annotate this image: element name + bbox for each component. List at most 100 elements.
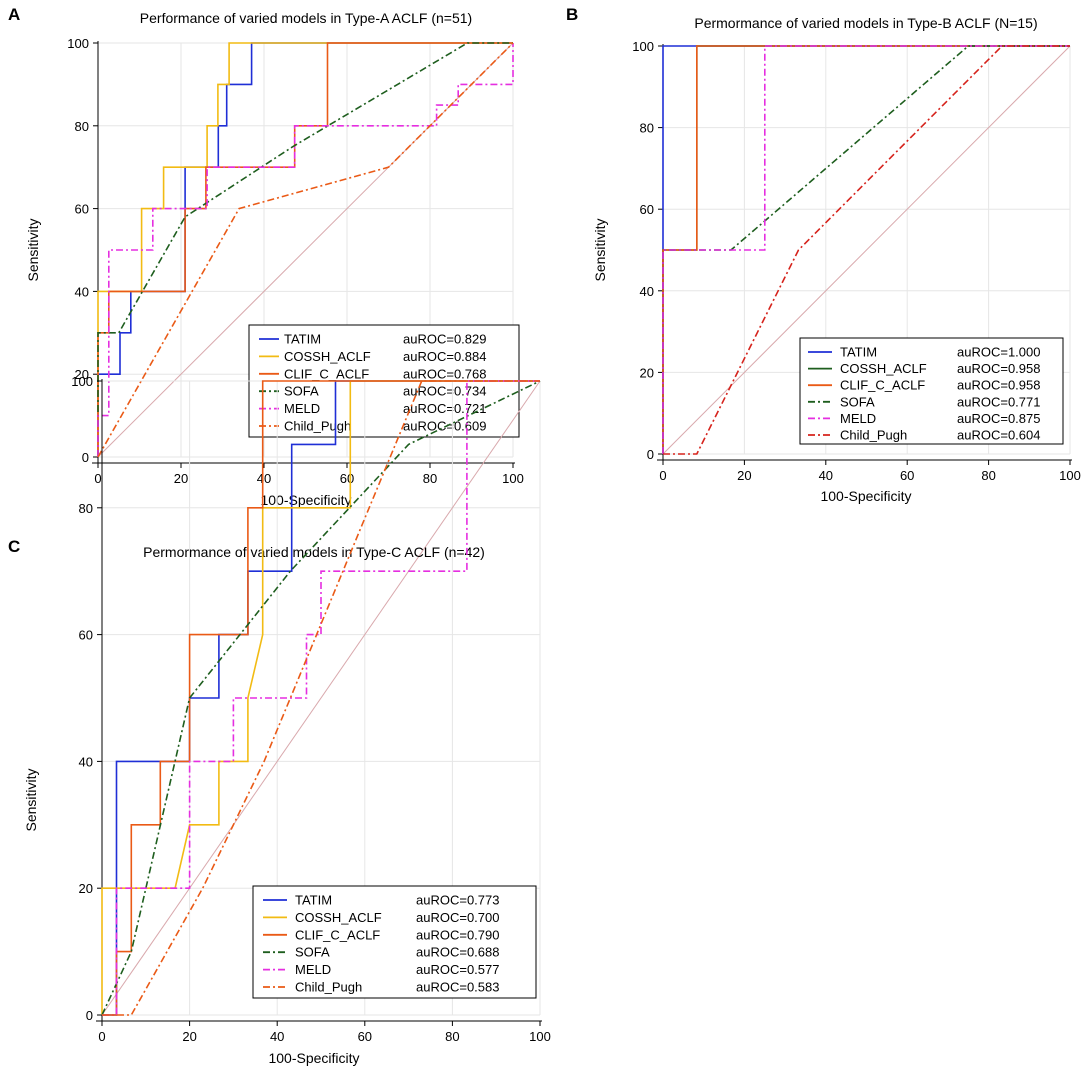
x-tick-label: 20 xyxy=(737,468,751,483)
legend-auc: auROC=0.609 xyxy=(403,419,486,434)
legend-label: COSSH_ACLF xyxy=(295,910,382,925)
x-tick-label: 60 xyxy=(340,471,354,486)
legend-auc: auROC=0.688 xyxy=(416,945,499,960)
y-tick-label: 40 xyxy=(79,754,93,769)
legend: TATIM auROC=0.773 COSSH_ACLF auROC=0.700 CLI… xyxy=(252,885,537,999)
legend-auc: auROC=0.958 xyxy=(957,361,1040,376)
y-tick-label: 0 xyxy=(647,447,654,462)
x-tick-label: 80 xyxy=(445,1029,459,1044)
legend-auc: auROC=1.000 xyxy=(957,345,1040,360)
legend-auc: auROC=0.773 xyxy=(416,893,499,908)
y-tick-label: 100 xyxy=(71,374,93,389)
y-tick-label: 100 xyxy=(632,39,654,54)
legend-box xyxy=(799,337,1064,445)
x-tick-label: 20 xyxy=(174,471,188,486)
curve-meld xyxy=(662,45,1070,454)
legend-auc: auROC=0.721 xyxy=(403,401,486,416)
legend-label: TATIM xyxy=(295,893,332,908)
legend: TATIM auROC=1.000 COSSH_ACLF auROC=0.958 CLI… xyxy=(799,337,1064,445)
chart-title: Performance of varied models in Type-A A… xyxy=(140,10,472,26)
legend-label: Child_Pugh xyxy=(840,428,907,443)
y-tick-label: 60 xyxy=(79,628,93,643)
legend-label: MELD xyxy=(840,411,876,426)
legend-box xyxy=(252,885,537,999)
reference-diagonal xyxy=(101,380,541,1016)
legend-auc: auROC=0.771 xyxy=(957,394,1040,409)
y-tick-label: 100 xyxy=(67,36,89,51)
x-tick-label: 100 xyxy=(529,1029,551,1044)
x-axis-title: 100-Specificity xyxy=(820,488,911,504)
x-tick-label: 40 xyxy=(257,471,271,486)
legend-label: CLIF_C_ACLF xyxy=(295,927,380,942)
curve-sofa xyxy=(101,380,541,1016)
y-axis-title: Sensitivity xyxy=(23,768,39,831)
x-tick-label: 40 xyxy=(270,1029,284,1044)
legend-label: Child_Pugh xyxy=(295,980,362,995)
y-tick-label: 20 xyxy=(75,367,89,382)
roc-curves xyxy=(97,42,514,458)
legend-label: COSSH_ACLF xyxy=(284,349,371,364)
gridlines xyxy=(97,42,514,458)
y-tick-label: 80 xyxy=(79,501,93,516)
x-tick-label: 100 xyxy=(502,471,524,486)
x-tick-label: 0 xyxy=(98,1029,105,1044)
x-tick-label: 60 xyxy=(900,468,914,483)
legend-auc: auROC=0.734 xyxy=(403,384,486,399)
x-axis-title: 100-Specificity xyxy=(268,1050,359,1066)
y-tick-label: 40 xyxy=(75,284,89,299)
curve-child-pugh xyxy=(102,380,540,1016)
chart-title: Permormance of varied models in Type-C A… xyxy=(143,544,485,560)
curve-child-pugh xyxy=(663,45,1070,455)
legend-label: CLIF_C_ACLF xyxy=(284,366,369,381)
y-tick-label: 60 xyxy=(640,202,654,217)
legend-auc: auROC=0.577 xyxy=(416,962,499,977)
panel-label: C xyxy=(8,537,20,556)
legend-label: Child_Pugh xyxy=(284,419,351,434)
curve-child-pugh xyxy=(97,42,514,458)
x-tick-label: 60 xyxy=(358,1029,372,1044)
x-tick-label: 20 xyxy=(182,1029,196,1044)
x-tick-label: 80 xyxy=(981,468,995,483)
x-tick-label: 0 xyxy=(659,468,666,483)
y-tick-label: 20 xyxy=(640,365,654,380)
x-tick-label: 80 xyxy=(423,471,437,486)
legend-label: TATIM xyxy=(284,332,321,347)
legend-auc: auROC=0.875 xyxy=(957,411,1040,426)
curve-meld xyxy=(102,380,540,1016)
legend-label: SOFA xyxy=(295,945,330,960)
roc-panel-c: 0 20 40 60 80 100 0 20 40 60 80 100 Permormance of v… xyxy=(8,374,551,1066)
roc-panel-b: 0 20 40 60 80 100 0 20 40 60 80 100 Permormance of v… xyxy=(566,5,1081,504)
y-tick-label: 0 xyxy=(82,450,89,465)
roc-panel-a: 0 20 40 60 80 100 0 20 40 60 80 100 Performance of v… xyxy=(8,5,524,508)
panel-label: A xyxy=(8,5,20,24)
legend-auc: auROC=0.790 xyxy=(416,927,499,942)
y-tick-label: 80 xyxy=(75,119,89,134)
reference-diagonal xyxy=(97,42,514,458)
roc-curves xyxy=(101,380,541,1016)
curve-clif-c-aclf xyxy=(102,380,540,1016)
chart-title: Permormance of varied models in Type-B A… xyxy=(694,15,1037,31)
legend-auc: auROC=0.604 xyxy=(957,428,1040,443)
panel-label: B xyxy=(566,5,578,24)
y-tick-label: 0 xyxy=(86,1008,93,1023)
y-axis-title: Sensitivity xyxy=(25,218,41,281)
legend-label: SOFA xyxy=(284,384,319,399)
y-tick-label: 40 xyxy=(640,284,654,299)
x-tick-label: 0 xyxy=(94,471,101,486)
legend-auc: auROC=0.884 xyxy=(403,349,486,364)
legend-auc: auROC=0.583 xyxy=(416,980,499,995)
legend-label: CLIF_C_ACLF xyxy=(840,378,925,393)
x-tick-label: 40 xyxy=(819,468,833,483)
legend-auc: auROC=0.768 xyxy=(403,366,486,381)
legend-auc: auROC=0.829 xyxy=(403,332,486,347)
legend-auc: auROC=0.700 xyxy=(416,910,499,925)
legend-auc: auROC=0.958 xyxy=(957,378,1040,393)
legend-label: MELD xyxy=(284,401,320,416)
roc-curves xyxy=(662,45,1070,455)
legend-label: SOFA xyxy=(840,394,875,409)
x-tick-label: 100 xyxy=(1059,468,1081,483)
y-tick-label: 20 xyxy=(79,881,93,896)
curve-sofa xyxy=(97,42,513,457)
y-axis-title: Sensitivity xyxy=(592,218,608,281)
